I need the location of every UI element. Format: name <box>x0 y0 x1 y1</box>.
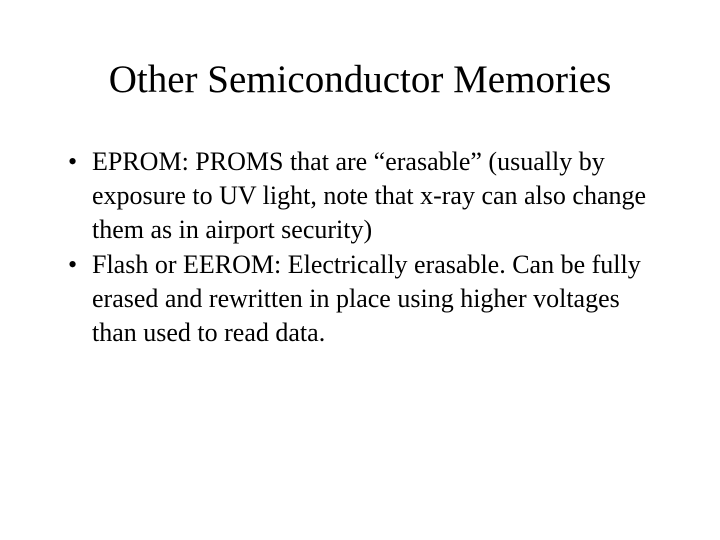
slide: Other Semiconductor Memories EPROM: PROM… <box>0 0 720 540</box>
list-item: EPROM: PROMS that are “erasable” (usuall… <box>66 145 660 248</box>
slide-title: Other Semiconductor Memories <box>60 58 660 103</box>
bullet-list: EPROM: PROMS that are “erasable” (usuall… <box>60 145 660 351</box>
list-item: Flash or EEROM: Electrically erasable. C… <box>66 248 660 351</box>
